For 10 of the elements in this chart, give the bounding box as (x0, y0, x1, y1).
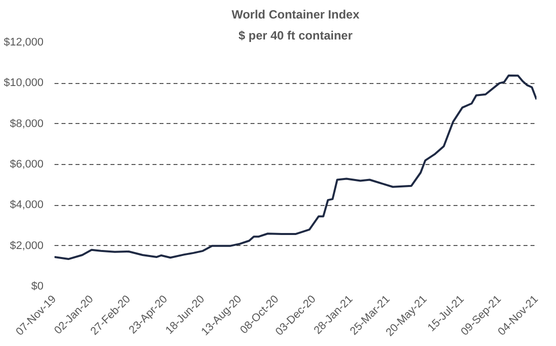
chart-title: World Container Index (232, 8, 360, 22)
chart-subtitle: $ per 40 ft container (238, 28, 353, 42)
y-tick-label: $10,000 (4, 77, 44, 90)
y-tick-label: $6,000 (10, 158, 44, 170)
y-tick-label: $4,000 (10, 199, 44, 212)
y-tick-label: $2,000 (10, 240, 44, 252)
y-tick-label: $0 (31, 280, 44, 292)
y-tick-label: $12,000 (4, 36, 44, 48)
line-series (54, 74, 536, 260)
y-tick-label: $8,000 (10, 118, 44, 130)
